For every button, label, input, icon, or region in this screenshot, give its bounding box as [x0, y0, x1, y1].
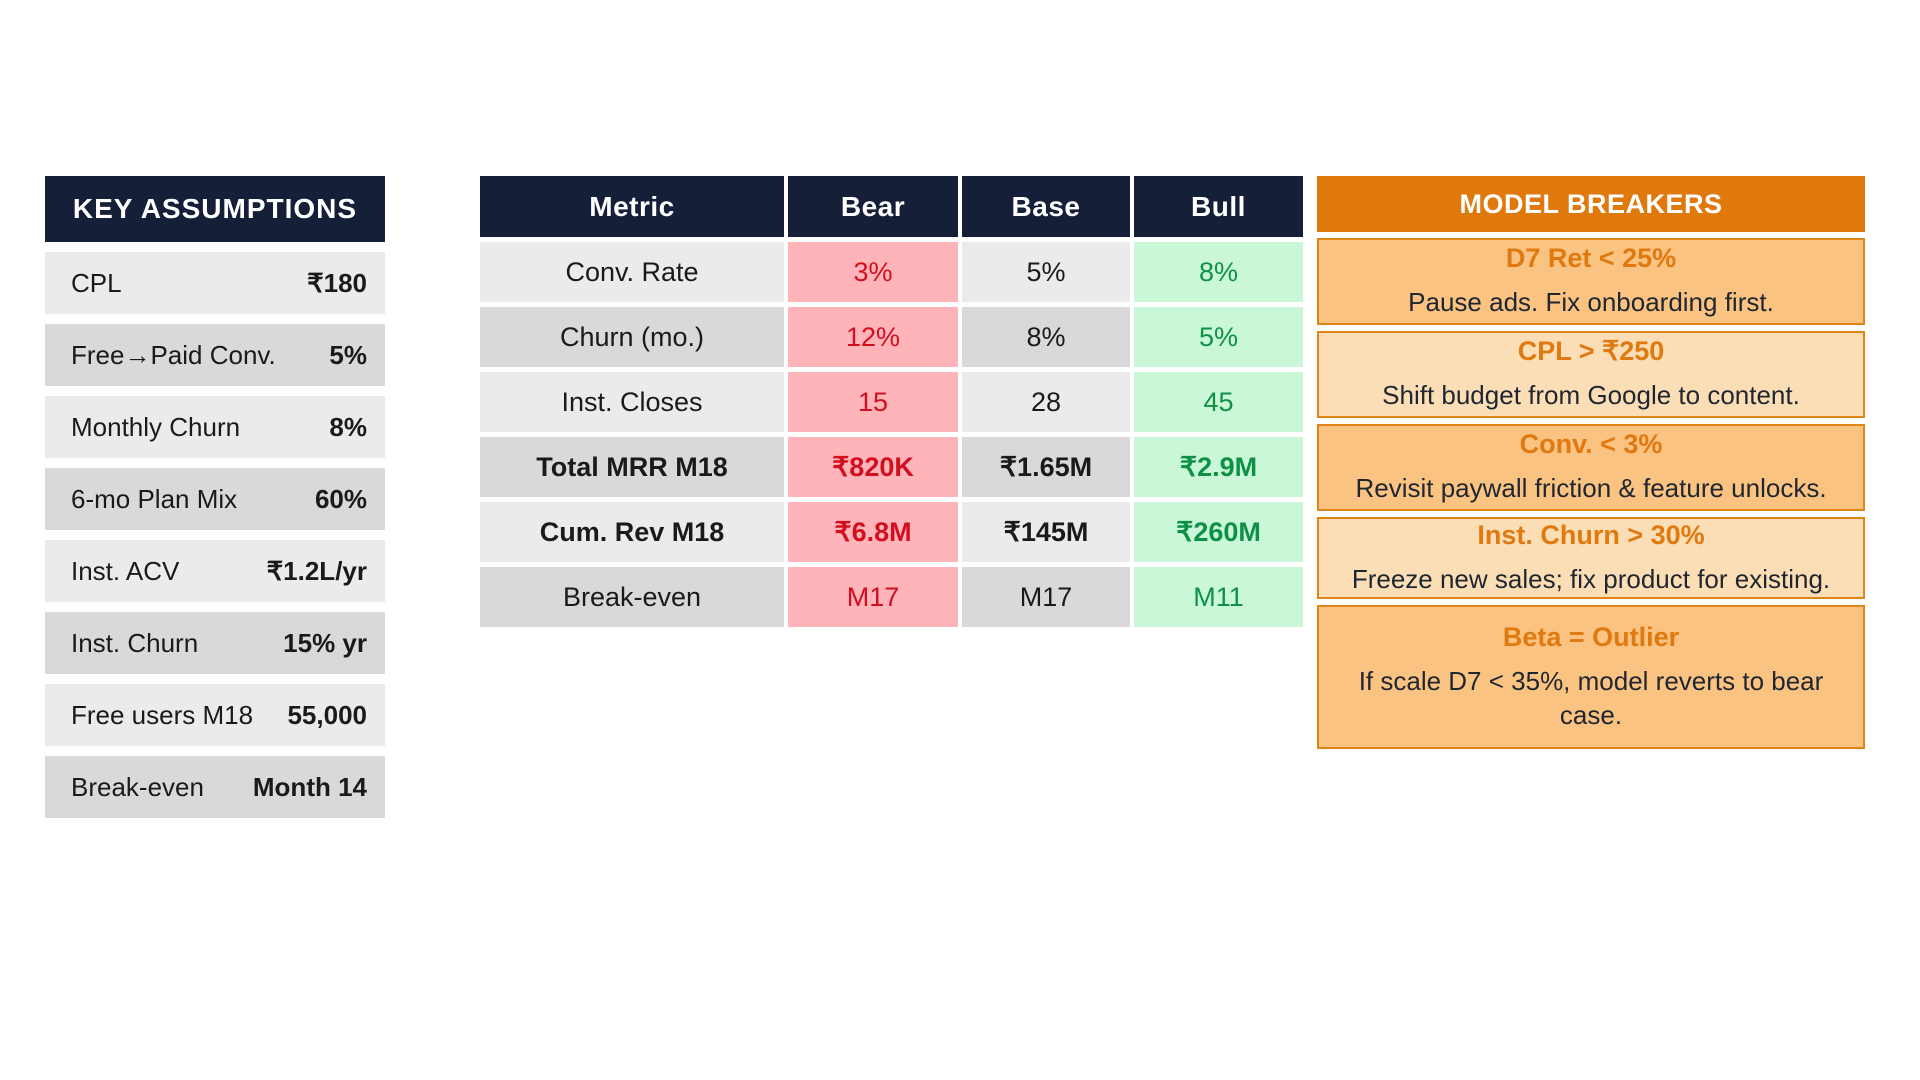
breaker-body: Shift budget from Google to content.: [1382, 380, 1800, 411]
assumption-row: Inst. ACV ₹1.2L/yr: [45, 540, 385, 602]
assumptions-rows: CPL ₹180 Free→Paid Conv. 5% Monthly Chur…: [45, 252, 385, 818]
assumption-value: 15% yr: [283, 627, 367, 658]
scenario-bear-cell: ₹6.8M: [788, 502, 958, 562]
assumption-label: 6-mo Plan Mix: [71, 483, 238, 514]
scenario-header-base: Base: [962, 176, 1130, 237]
assumption-value: 5%: [329, 339, 367, 370]
breaker-title: CPL > ₹250: [1517, 336, 1665, 367]
assumptions-table: KEY ASSUMPTIONS CPL ₹180 Free→Paid Conv.…: [45, 176, 385, 818]
scenario-base-cell: 28: [962, 372, 1130, 432]
assumption-label: Free→Paid Conv.: [71, 339, 276, 370]
breaker-title: Inst. Churn > 30%: [1477, 519, 1705, 550]
breaker-card: Beta = Outlier If scale D7 < 35%, model …: [1317, 605, 1865, 749]
assumption-label: CPL: [71, 267, 122, 298]
scenario-metric-cell: Conv. Rate: [480, 242, 784, 302]
assumption-label: Inst. Churn: [71, 627, 199, 658]
scenario-base-cell: M17: [962, 567, 1130, 627]
scenario-bull-cell: M11: [1134, 567, 1303, 627]
assumption-row: CPL ₹180: [45, 252, 385, 314]
scenario-metric-cell: Break-even: [480, 567, 784, 627]
assumption-row: Inst. Churn 15% yr: [45, 612, 385, 674]
assumption-value: 8%: [329, 411, 367, 442]
assumption-row: 6-mo Plan Mix 60%: [45, 468, 385, 530]
scenario-bear-cell: 12%: [788, 307, 958, 367]
breaker-body: Pause ads. Fix onboarding first.: [1408, 287, 1774, 318]
breaker-body: Revisit paywall friction & feature unloc…: [1355, 473, 1827, 504]
model-breakers-panel: MODEL BREAKERS D7 Ret < 25% Pause ads. F…: [1317, 176, 1865, 749]
assumption-value: Month 14: [252, 771, 367, 802]
model-breakers-header: MODEL BREAKERS: [1317, 176, 1865, 232]
scenario-base-cell: 5%: [962, 242, 1130, 302]
assumptions-header: KEY ASSUMPTIONS: [45, 176, 385, 242]
scenario-header-metric: Metric: [480, 176, 784, 237]
assumption-row: Free→Paid Conv. 5%: [45, 324, 385, 386]
breaker-title: Conv. < 3%: [1519, 429, 1663, 460]
assumption-label: Monthly Churn: [71, 411, 241, 442]
assumption-row: Free users M18 55,000: [45, 684, 385, 746]
scenario-base-cell: 8%: [962, 307, 1130, 367]
scenario-header-bear: Bear: [788, 176, 958, 237]
scenario-header-bull: Bull: [1134, 176, 1303, 237]
assumption-row: Monthly Churn 8%: [45, 396, 385, 458]
assumption-label: Inst. ACV: [71, 555, 180, 586]
assumption-value: ₹1.2L/yr: [266, 555, 367, 586]
scenario-metric-cell: Inst. Closes: [480, 372, 784, 432]
scenario-metric-cell: Churn (mo.): [480, 307, 784, 367]
breaker-card: Inst. Churn > 30% Freeze new sales; fix …: [1317, 517, 1865, 599]
breaker-card: D7 Ret < 25% Pause ads. Fix onboarding f…: [1317, 238, 1865, 325]
scenario-bear-cell: 15: [788, 372, 958, 432]
scenario-bull-cell: 45: [1134, 372, 1303, 432]
breaker-body: Freeze new sales; fix product for existi…: [1351, 563, 1831, 594]
scenario-bear-cell: ₹820K: [788, 437, 958, 497]
scenario-bull-cell: 5%: [1134, 307, 1303, 367]
scenario-bear-cell: 3%: [788, 242, 958, 302]
scenario-metric-cell: Total MRR M18: [480, 437, 784, 497]
scenario-bear-cell: M17: [788, 567, 958, 627]
assumption-value: ₹180: [307, 267, 367, 298]
assumption-label: Free users M18: [71, 699, 254, 730]
breaker-body: If scale D7 < 35%, model reverts to bear…: [1358, 665, 1824, 730]
scenario-base-cell: ₹1.65M: [962, 437, 1130, 497]
assumption-value: 55,000: [287, 699, 367, 730]
scenario-bull-cell: ₹260M: [1134, 502, 1303, 562]
scenario-bull-cell: ₹2.9M: [1134, 437, 1303, 497]
assumption-value: 60%: [314, 483, 367, 514]
assumption-label: Break-even: [71, 771, 204, 802]
scenario-table: Metric Bear Base Bull Conv. Rate 3% 5% 8…: [480, 176, 1303, 627]
scenario-bull-cell: 8%: [1134, 242, 1303, 302]
assumption-row: Break-even Month 14: [45, 756, 385, 818]
breaker-card: Conv. < 3% Revisit paywall friction & fe…: [1317, 424, 1865, 511]
breaker-title: Beta = Outlier: [1502, 621, 1680, 652]
breaker-title: D7 Ret < 25%: [1505, 243, 1677, 274]
scenario-metric-cell: Cum. Rev M18: [480, 502, 784, 562]
scenario-base-cell: ₹145M: [962, 502, 1130, 562]
breaker-card: CPL > ₹250 Shift budget from Google to c…: [1317, 331, 1865, 418]
